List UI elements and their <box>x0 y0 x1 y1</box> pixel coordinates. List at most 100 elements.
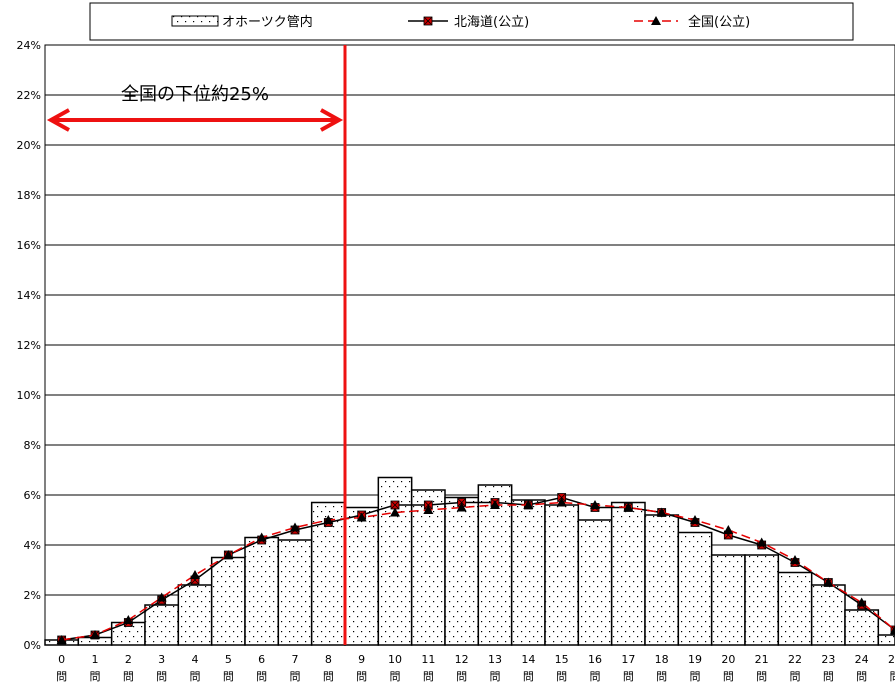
x-tick-label: 4 <box>192 653 199 666</box>
legend-marker-hokkaido <box>423 16 433 26</box>
x-tick-suffix: 問 <box>590 670 601 683</box>
data-point-national <box>523 500 534 509</box>
y-tick-label: 10% <box>17 389 41 402</box>
x-tick-label: 12 <box>455 653 469 666</box>
data-point-national <box>723 525 734 534</box>
x-tick-suffix: 問 <box>90 670 101 683</box>
x-tick-suffix: 問 <box>256 670 267 683</box>
bar <box>244 536 280 646</box>
x-tick-label: 23 <box>821 653 835 666</box>
x-tick-suffix: 問 <box>623 670 634 683</box>
x-tick-suffix: 問 <box>856 670 867 683</box>
x-tick-suffix: 問 <box>756 670 767 683</box>
data-point-national <box>156 592 167 602</box>
x-tick-label: 2 <box>125 653 132 666</box>
legend-label-hokkaido: 北海道(公立) <box>454 15 529 30</box>
y-tick-label: 8% <box>24 439 41 452</box>
data-point-national <box>56 635 67 644</box>
x-tick-suffix: 問 <box>290 670 301 683</box>
x-tick-suffix: 問 <box>223 670 234 683</box>
data-point-national <box>656 507 667 517</box>
x-tick-suffix: 問 <box>790 670 801 683</box>
x-tick-suffix: 問 <box>690 670 701 683</box>
plot-area <box>44 44 895 646</box>
x-tick-suffix: 問 <box>190 670 201 683</box>
x-tick-label: 15 <box>555 653 569 666</box>
x-axis-ticks: 0 問 1 問 2 問 3 問 4 問 5 問 6 問 7 問 8 問 9 問 10 問 11 問 12 問 13 問 14 問 15 問 16… <box>56 653 895 683</box>
data-point-national <box>190 570 200 579</box>
y-tick-label: 0% <box>24 639 41 652</box>
data-point-national <box>223 550 234 559</box>
data-point-national <box>323 515 334 524</box>
x-tick-suffix: 問 <box>356 670 367 683</box>
x-tick-label: 20 <box>721 653 735 666</box>
data-point-national <box>290 522 300 532</box>
bar-series-okhotsk <box>44 476 895 646</box>
x-tick-suffix: 問 <box>556 670 567 683</box>
x-tick-label: 5 <box>225 653 232 666</box>
x-tick-suffix: 問 <box>56 670 67 683</box>
data-point-national <box>890 625 895 634</box>
series-line-national <box>61 501 895 641</box>
x-tick-suffix: 問 <box>523 670 534 683</box>
annotation-arrowhead-left <box>46 108 70 132</box>
x-tick-label: 3 <box>158 653 165 666</box>
bar <box>577 519 613 646</box>
y-tick-label: 22% <box>17 89 41 102</box>
data-point-cross <box>890 625 895 631</box>
legend-item-national: 全国(公立) <box>634 14 750 30</box>
line-series <box>56 493 895 645</box>
x-tick-label: 14 <box>521 653 535 666</box>
x-tick-label: 7 <box>292 653 299 666</box>
bar <box>644 514 680 646</box>
x-tick-label: 9 <box>358 653 365 666</box>
x-tick-label: 19 <box>688 653 702 666</box>
x-tick-suffix: 問 <box>156 670 167 683</box>
bar <box>177 584 213 646</box>
y-tick-label: 14% <box>17 289 41 302</box>
data-point-cross <box>390 500 400 510</box>
x-tick-suffix: 問 <box>490 670 501 683</box>
annotation-arrowhead-right <box>320 108 344 132</box>
y-tick-label: 2% <box>24 589 41 602</box>
bar <box>544 504 580 646</box>
data-point-national <box>690 515 700 524</box>
legend-item-hokkaido: 北海道(公立) <box>408 15 529 30</box>
bar <box>344 506 380 646</box>
x-tick-label: 24 <box>855 653 869 666</box>
data-point-national <box>856 597 867 607</box>
bar <box>710 554 746 646</box>
x-tick-label: 25 <box>888 653 895 666</box>
x-tick-suffix: 問 <box>823 670 834 683</box>
series-line-hokkaido <box>61 496 895 641</box>
bar <box>477 484 513 646</box>
legend-swatch-okhotsk <box>171 15 219 27</box>
x-tick-suffix: 問 <box>456 670 467 683</box>
data-point-national <box>356 512 367 522</box>
y-tick-label: 6% <box>24 489 41 502</box>
annotation-label: 全国の下位約25% <box>121 84 269 105</box>
bar <box>744 554 780 646</box>
legend-marker-national <box>651 16 661 25</box>
bar <box>277 539 313 646</box>
bar <box>844 609 880 646</box>
data-point-national <box>123 615 134 624</box>
x-tick-suffix: 問 <box>390 670 401 683</box>
y-tick-label: 20% <box>17 139 41 152</box>
x-tick-label: 22 <box>788 653 802 666</box>
bar <box>777 571 813 646</box>
bar <box>410 489 446 646</box>
x-tick-suffix: 問 <box>656 670 667 683</box>
data-point-national <box>390 507 400 517</box>
legend-label-national: 全国(公立) <box>688 14 750 30</box>
legend-item-okhotsk: オホーツク管内 <box>171 14 313 30</box>
legend-label-okhotsk: オホーツク管内 <box>222 14 313 30</box>
x-tick-label: 17 <box>621 653 635 666</box>
x-tick-label: 6 <box>258 653 265 666</box>
x-tick-label: 13 <box>488 653 502 666</box>
bar <box>210 556 246 646</box>
bar <box>677 531 713 646</box>
data-point-national <box>423 505 434 514</box>
data-point-national <box>256 532 267 542</box>
